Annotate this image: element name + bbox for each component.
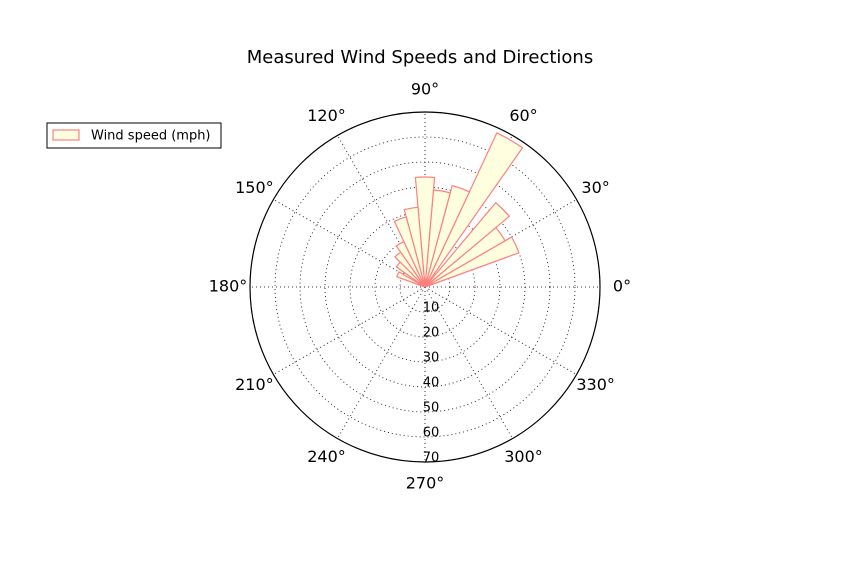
bar (424, 236, 520, 288)
bar (424, 184, 471, 288)
r-tick-label: 40 (423, 376, 440, 391)
r-tick-label: 30 (423, 351, 440, 366)
polar-frame (249, 111, 601, 463)
chart-title: Measured Wind Speeds and Directions (247, 47, 593, 68)
bar (424, 201, 511, 288)
angle-tick-label: 0° (613, 277, 631, 296)
angle-tick-label: 300° (504, 447, 543, 466)
angle-tick-label: 330° (576, 375, 615, 394)
angle-tick-label: 270° (406, 474, 445, 493)
angle-tick-label: 60° (509, 106, 537, 125)
angle-tick-label: 210° (235, 375, 274, 394)
legend-label: Wind speed (mph) (91, 129, 211, 144)
angle-tick-label: 180° (209, 277, 248, 296)
bar (396, 271, 426, 288)
grid-ring (274, 136, 576, 438)
bar (424, 132, 524, 288)
grid-ring (374, 236, 476, 338)
r-tick-label: 60 (423, 426, 440, 441)
bar (395, 261, 426, 288)
angle-tick-label: 120° (307, 106, 346, 125)
r-tick-label: 50 (423, 401, 440, 416)
angle-tick-label: 90° (411, 80, 439, 99)
r-tick-label: 20 (423, 326, 440, 341)
r-tick-label: 10 (423, 301, 440, 316)
angle-tick-label: 150° (235, 178, 274, 197)
legend-swatch (52, 129, 80, 141)
bar (394, 251, 426, 288)
bar (395, 240, 426, 288)
bar (414, 176, 436, 288)
r-tick-label: 70 (423, 451, 440, 466)
angle-tick-label: 30° (581, 178, 609, 197)
angle-tick-label: 240° (307, 447, 346, 466)
